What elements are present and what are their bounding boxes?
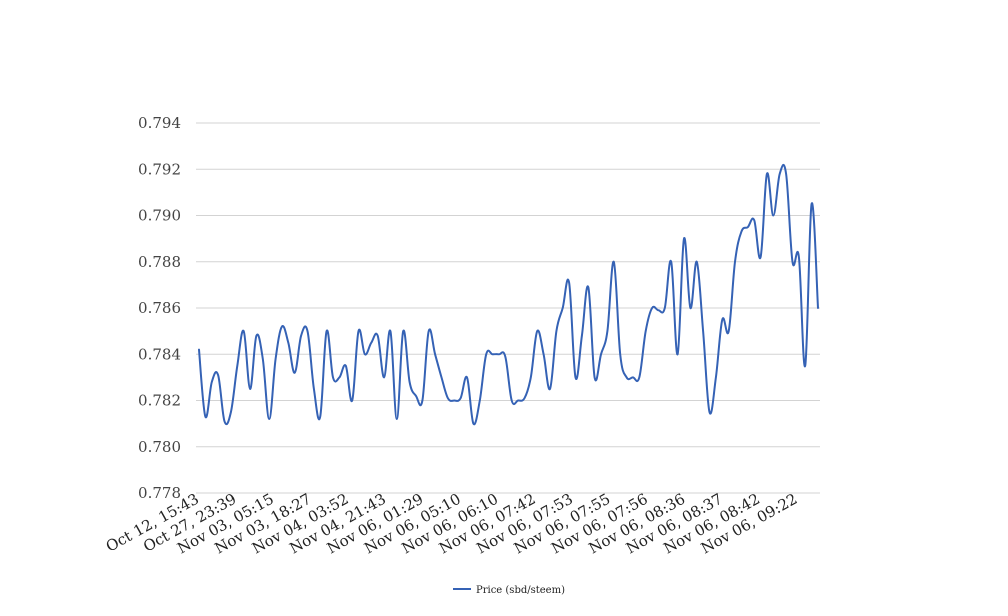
y-axis-tick-labels: 0.778 0.780 0.782 0.784 0.786 0.788 0.790 0.792…: [138, 114, 181, 502]
y-tick-label: 0.780: [138, 438, 181, 456]
y-tick-label: 0.788: [138, 253, 181, 271]
series-line-price: [198, 163, 819, 426]
y-tick-label: 0.786: [138, 299, 181, 317]
series-lines: [198, 163, 819, 426]
y-tick-label: 0.782: [138, 392, 181, 410]
legend: Price (sbd/steem): [453, 585, 565, 596]
y-tick-label: 0.794: [138, 114, 181, 132]
y-tick-label: 0.778: [138, 484, 181, 502]
y-tick-label: 0.790: [138, 207, 181, 225]
y-tick-label: 0.792: [138, 160, 181, 178]
y-tick-label: 0.784: [138, 345, 181, 363]
gridlines: [196, 122, 820, 494]
legend-label: Price (sbd/steem): [476, 585, 565, 596]
